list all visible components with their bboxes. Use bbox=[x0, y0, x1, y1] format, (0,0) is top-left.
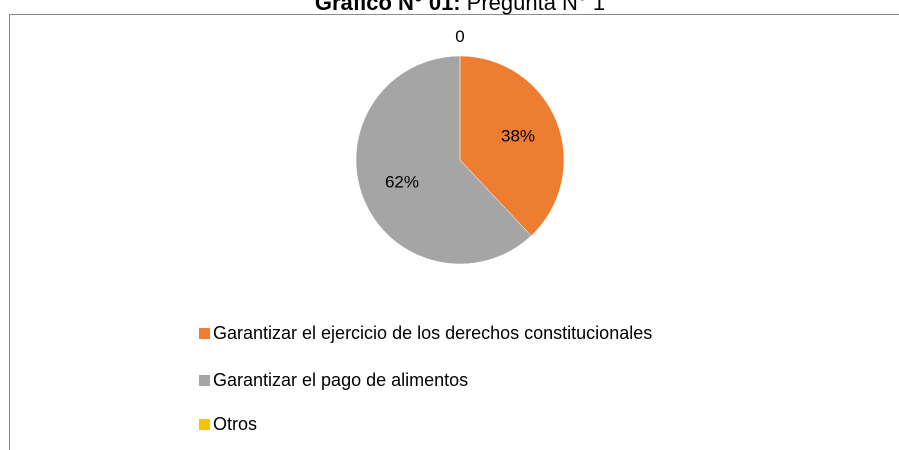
legend-swatch bbox=[199, 419, 210, 430]
data-label: 38% bbox=[501, 127, 535, 146]
legend-label: Garantizar el pago de alimentos bbox=[213, 370, 468, 390]
pie-slice bbox=[355, 55, 532, 265]
legend-label: Otros bbox=[213, 414, 257, 434]
legend-label: Garantizar el ejercicio de los derechos … bbox=[213, 323, 652, 343]
title-rest: Pregunta N° 1 bbox=[467, 0, 605, 15]
legend-swatch bbox=[199, 328, 210, 339]
data-label: 0 bbox=[455, 27, 464, 46]
legend-swatch bbox=[199, 375, 210, 386]
chart-title: Gráfico N° 01: Pregunta N° 1 bbox=[315, 0, 605, 15]
data-label: 62% bbox=[385, 172, 419, 191]
title-prefix: Gráfico N° 01: bbox=[315, 0, 461, 15]
pie-slice bbox=[459, 55, 565, 237]
